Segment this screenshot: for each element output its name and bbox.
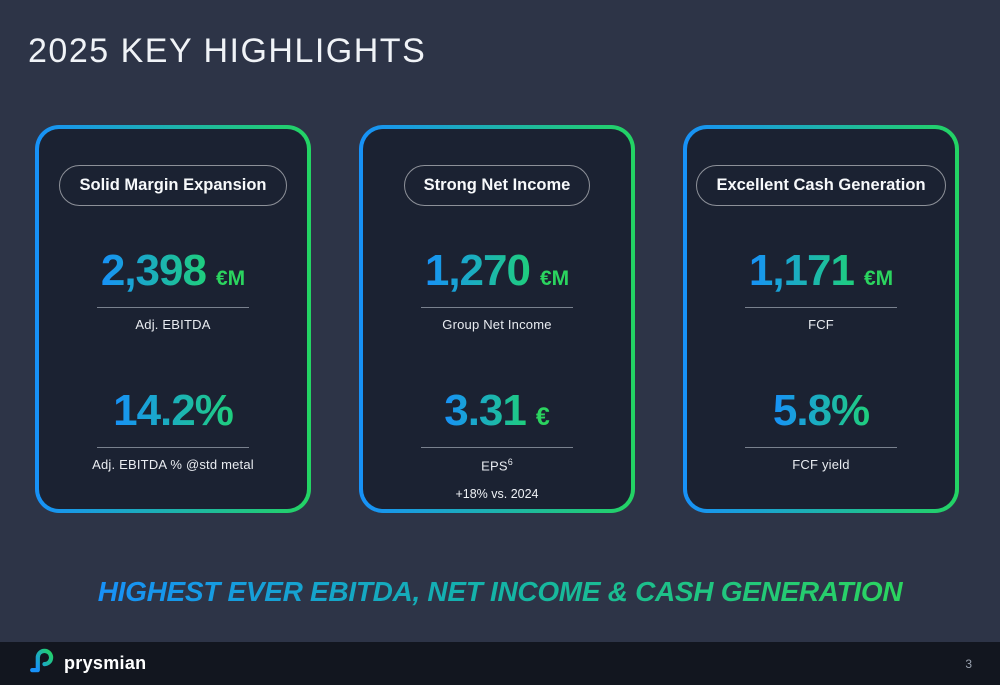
metric-value: 5.8%: [772, 386, 870, 436]
prysmian-logo-icon: [28, 647, 56, 680]
divider: [97, 307, 249, 309]
card-cash-generation-body: Excellent Cash Generation 1,171 €M FCF 5…: [687, 129, 955, 509]
metric-unit: €M: [215, 267, 246, 290]
metric-label: Group Net Income: [442, 317, 552, 333]
card-cash-generation: Excellent Cash Generation 1,171 €M FCF 5…: [683, 125, 959, 513]
metric-group-net-income: 1,270 €M Group Net Income: [421, 246, 573, 333]
card-badge: Excellent Cash Generation: [696, 165, 946, 206]
metric-label: Adj. EBITDA: [135, 317, 211, 333]
metric-unit: €M: [539, 267, 570, 290]
metric-label: FCF yield: [792, 457, 850, 473]
card-net-income: Strong Net Income 1,270 €M Group Net Inc…: [359, 125, 635, 513]
metric-value: 3.31: [444, 386, 527, 436]
card-margin-expansion: Solid Margin Expansion 2,398 €M Adj. EBI…: [35, 125, 311, 513]
divider: [97, 447, 249, 449]
card-margin-expansion-body: Solid Margin Expansion 2,398 €M Adj. EBI…: [39, 129, 307, 509]
metric-fcf-yield: 5.8% FCF yield: [745, 386, 897, 473]
highlight-cards: Solid Margin Expansion 2,398 €M Adj. EBI…: [35, 125, 959, 513]
divider: [745, 307, 897, 309]
metric-label: EPS6: [481, 457, 513, 474]
brand-name: prysmian: [64, 653, 147, 673]
divider: [421, 447, 573, 449]
metric-value: 2,398: [100, 246, 207, 295]
metric-adj-ebitda: 2,398 €M Adj. EBITDA: [97, 246, 249, 333]
card-net-income-body: Strong Net Income 1,270 €M Group Net Inc…: [363, 129, 631, 509]
metric-value: 1,270: [424, 246, 531, 295]
metric-fcf: 1,171 €M FCF: [745, 246, 897, 333]
page-title: 2025 KEY HIGHLIGHTS: [28, 32, 427, 70]
metric-value: 14.2%: [113, 386, 234, 436]
footnote-marker: 6: [507, 457, 513, 468]
metric-eps: 3.31 € EPS6 +18% vs. 2024: [421, 386, 573, 501]
card-badge: Strong Net Income: [403, 165, 591, 206]
metric-unit: €M: [863, 267, 894, 290]
page-number: 3: [965, 656, 972, 671]
metric-label: Adj. EBITDA % @std metal: [92, 457, 254, 473]
divider: [421, 307, 573, 309]
metric-unit: €: [535, 403, 550, 432]
divider: [745, 447, 897, 449]
card-badge: Solid Margin Expansion: [59, 165, 287, 206]
metric-adj-ebitda-pct: 14.2% Adj. EBITDA % @std metal: [92, 386, 254, 473]
brand-logo-lockup: prysmian: [28, 647, 146, 680]
footer-bar: prysmian 3: [0, 642, 1000, 685]
metric-value: 1,171: [748, 246, 855, 295]
metric-note: +18% vs. 2024: [455, 486, 539, 501]
slide-tagline: HIGHEST EVER EBITDA, NET INCOME & CASH G…: [0, 576, 1000, 608]
metric-label: FCF: [808, 317, 834, 333]
